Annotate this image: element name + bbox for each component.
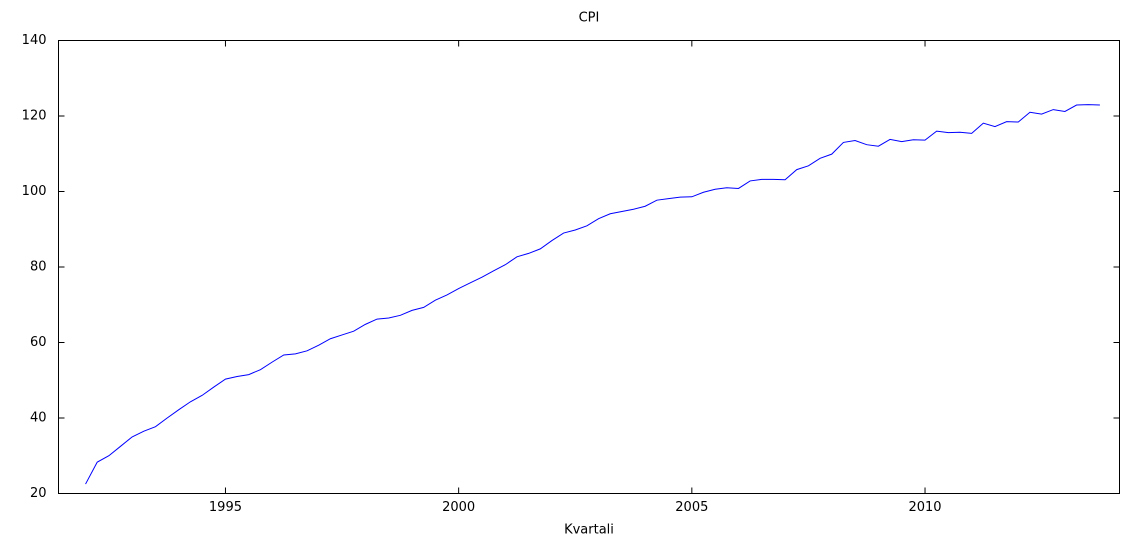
x-tick-label: 2005 bbox=[675, 500, 708, 515]
y-tick-label: 120 bbox=[22, 109, 47, 124]
plot-frame bbox=[58, 40, 1120, 494]
y-tick-label: 60 bbox=[30, 335, 47, 350]
x-tick-label: 1995 bbox=[209, 500, 242, 515]
y-tick-label: 40 bbox=[30, 411, 47, 426]
series-line bbox=[85, 104, 1100, 485]
y-tick-label: 100 bbox=[22, 184, 47, 199]
y-tick-label: 20 bbox=[30, 486, 47, 501]
y-tick-label: 80 bbox=[30, 260, 47, 275]
chart-title: CPI bbox=[579, 11, 600, 26]
x-tick-label: 2010 bbox=[908, 500, 941, 515]
y-tick-label: 140 bbox=[22, 33, 47, 48]
x-axis-label: Kvartali bbox=[564, 523, 614, 538]
x-tick-label: 2000 bbox=[442, 500, 475, 515]
